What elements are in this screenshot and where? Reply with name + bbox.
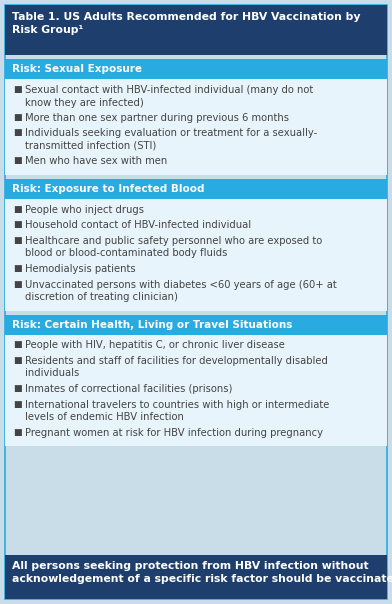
Text: ■: ■ bbox=[13, 236, 22, 245]
Text: ■: ■ bbox=[13, 113, 22, 122]
Bar bbox=[5, 315, 387, 335]
Text: More than one sex partner during previous 6 months: More than one sex partner during previou… bbox=[25, 113, 289, 123]
Text: ■: ■ bbox=[13, 129, 22, 138]
Text: ■: ■ bbox=[13, 220, 22, 230]
Text: All persons seeking protection from HBV infection without
acknowledgement of a s: All persons seeking protection from HBV … bbox=[12, 561, 392, 584]
Text: ■: ■ bbox=[13, 85, 22, 94]
Text: blood or blood-contaminated body fluids: blood or blood-contaminated body fluids bbox=[25, 248, 227, 259]
Text: ■: ■ bbox=[13, 384, 22, 393]
Bar bbox=[5, 555, 387, 599]
Text: People with HIV, hepatitis C, or chronic liver disease: People with HIV, hepatitis C, or chronic… bbox=[25, 341, 285, 350]
Text: ■: ■ bbox=[13, 205, 22, 214]
Text: Table 1. US Adults Recommended for HBV Vaccination by
Risk Group¹: Table 1. US Adults Recommended for HBV V… bbox=[12, 12, 361, 35]
Text: Residents and staff of facilities for developmentally disabled: Residents and staff of facilities for de… bbox=[25, 356, 328, 366]
Text: Household contact of HBV-infected individual: Household contact of HBV-infected indivi… bbox=[25, 220, 251, 231]
Text: ■: ■ bbox=[13, 280, 22, 289]
Text: Unvaccinated persons with diabetes <60 years of age (60+ at: Unvaccinated persons with diabetes <60 y… bbox=[25, 280, 337, 289]
Text: Risk: Sexual Exposure: Risk: Sexual Exposure bbox=[12, 64, 142, 74]
Bar bbox=[5, 79, 387, 175]
Text: ■: ■ bbox=[13, 264, 22, 273]
Text: Hemodialysis patients: Hemodialysis patients bbox=[25, 264, 136, 274]
Bar bbox=[5, 335, 387, 446]
Text: ■: ■ bbox=[13, 156, 22, 165]
Text: Healthcare and public safety personnel who are exposed to: Healthcare and public safety personnel w… bbox=[25, 236, 322, 246]
Text: levels of endemic HBV infection: levels of endemic HBV infection bbox=[25, 412, 184, 422]
Text: know they are infected): know they are infected) bbox=[25, 97, 144, 108]
Text: Risk: Exposure to Infected Blood: Risk: Exposure to Infected Blood bbox=[12, 184, 205, 194]
Text: ■: ■ bbox=[13, 399, 22, 408]
Text: ■: ■ bbox=[13, 341, 22, 350]
Text: Risk: Certain Health, Living or Travel Situations: Risk: Certain Health, Living or Travel S… bbox=[12, 320, 292, 330]
Bar bbox=[5, 59, 387, 79]
Bar bbox=[5, 179, 387, 199]
Text: individuals: individuals bbox=[25, 368, 79, 379]
Text: Pregnant women at risk for HBV infection during pregnancy: Pregnant women at risk for HBV infection… bbox=[25, 428, 323, 437]
Text: International travelers to countries with high or intermediate: International travelers to countries wit… bbox=[25, 399, 329, 410]
Text: ■: ■ bbox=[13, 428, 22, 437]
Text: Men who have sex with men: Men who have sex with men bbox=[25, 156, 167, 167]
Text: People who inject drugs: People who inject drugs bbox=[25, 205, 144, 215]
Text: Sexual contact with HBV-infected individual (many do not: Sexual contact with HBV-infected individ… bbox=[25, 85, 313, 95]
Text: discretion of treating clinician): discretion of treating clinician) bbox=[25, 292, 178, 302]
Bar bbox=[5, 5, 387, 55]
Text: transmitted infection (STI): transmitted infection (STI) bbox=[25, 141, 156, 151]
Text: Individuals seeking evaluation or treatment for a sexually-: Individuals seeking evaluation or treatm… bbox=[25, 129, 317, 138]
Bar bbox=[5, 199, 387, 310]
Text: ■: ■ bbox=[13, 356, 22, 365]
Text: Inmates of correctional facilities (prisons): Inmates of correctional facilities (pris… bbox=[25, 384, 232, 394]
